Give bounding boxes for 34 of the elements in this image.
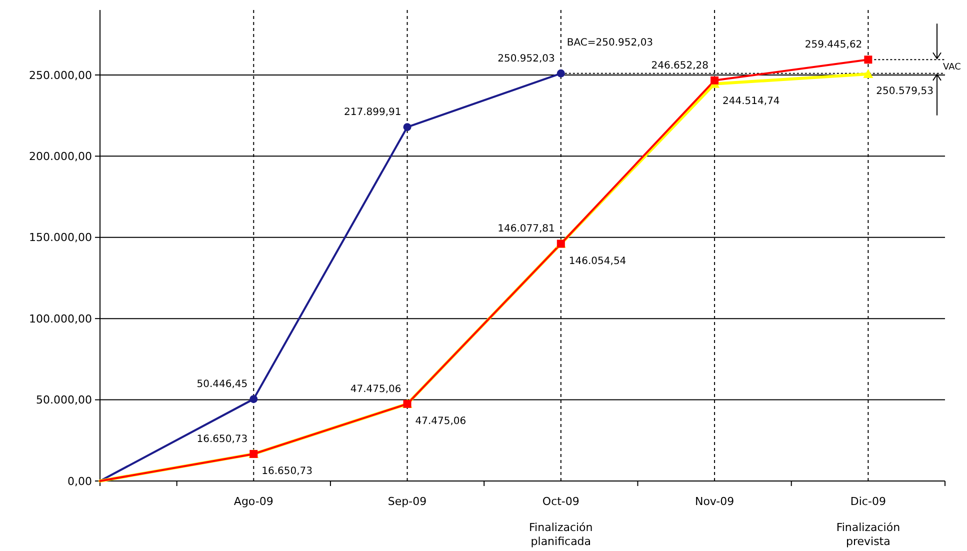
point	[864, 56, 872, 64]
y-tick-label: 0,00	[68, 474, 92, 488]
data-label: 246.652,28	[651, 60, 709, 72]
annotation: VAC	[943, 62, 961, 73]
x-tick-label: Nov-09	[694, 495, 734, 508]
data-label: 244.514,74	[722, 96, 780, 107]
point	[863, 69, 874, 78]
point	[556, 69, 565, 78]
data-label: 47.475,06	[415, 416, 466, 427]
data-label: 146.077,81	[498, 224, 555, 235]
y-tick-label: 200.000,00	[29, 150, 92, 164]
y-tick-label: 150.000,00	[29, 231, 92, 244]
x-tick-label: Ago-09	[234, 495, 274, 508]
data-label: 16.650,73	[262, 466, 313, 477]
text: Finalización planificada	[529, 521, 593, 548]
point	[250, 395, 258, 404]
x-tick-label: Sep-09	[388, 495, 427, 508]
text: Finalización prevista	[836, 521, 900, 548]
data-label: 250.579,53	[876, 86, 934, 98]
x-tick-label: Oct-09	[542, 495, 580, 508]
ref-line-label: BAC=250.952,03	[566, 37, 654, 48]
data-label: 250.952,03	[498, 53, 555, 64]
data-label: 16.650,73	[196, 434, 248, 445]
y-tick-label: 100.000,00	[29, 312, 92, 326]
data-label: 47.475,06	[350, 384, 402, 395]
data-label: 259.445,62	[804, 40, 862, 51]
y-tick-label: 250.000,00	[29, 68, 92, 82]
point	[403, 123, 412, 132]
data-label: 50.446,45	[196, 379, 248, 390]
y-tick-label: 50.000,00	[36, 394, 92, 407]
data-label: 217.899,91	[344, 107, 402, 118]
x-tick-label: Dic-09	[850, 495, 886, 508]
data-label: 146.054,54	[568, 256, 626, 267]
point	[710, 76, 719, 84]
